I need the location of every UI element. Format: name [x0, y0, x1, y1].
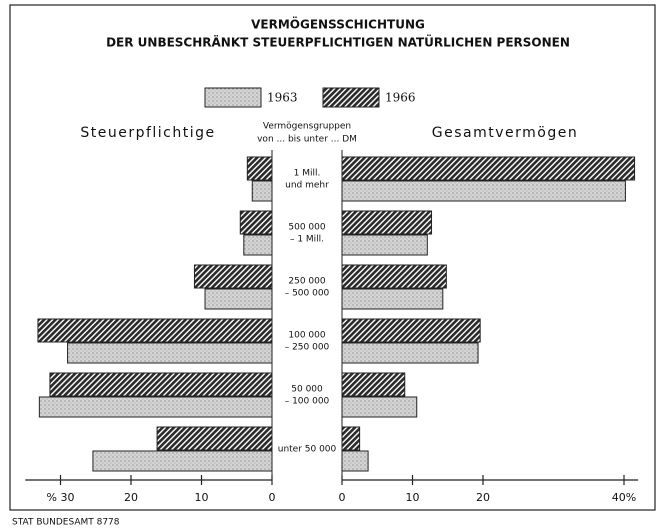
- chart-title: VERMÖGENSSCHICHTUNG: [251, 17, 425, 32]
- category-label: – 100 000: [285, 397, 330, 407]
- bar: [341, 318, 481, 343]
- frame: [9, 4, 656, 511]
- x-tick-label: 40%: [612, 491, 636, 504]
- bar: [341, 180, 626, 202]
- x-tick-label: 0: [269, 491, 276, 504]
- bar: [341, 210, 433, 235]
- bar: [341, 372, 406, 397]
- legend-label: 1963: [267, 91, 298, 105]
- bar: [49, 372, 273, 397]
- x-tick-label: 0: [339, 491, 346, 504]
- bar: [341, 156, 636, 181]
- bar: [341, 426, 361, 451]
- category-label: 250 000: [288, 277, 325, 287]
- category-label: 1 Mill.: [294, 169, 321, 179]
- legend-label: 1966: [385, 91, 416, 105]
- category-label: 100 000: [288, 331, 325, 341]
- bar: [341, 264, 447, 289]
- panel-title: Steuerpflichtige: [80, 125, 215, 141]
- category-label: unter 50 000: [278, 445, 337, 455]
- x-tick-label: 10: [406, 491, 420, 504]
- bar: [243, 234, 273, 256]
- bar: [156, 426, 273, 451]
- bar: [193, 264, 273, 289]
- category-label: 500 000: [288, 223, 325, 233]
- bar: [341, 288, 444, 310]
- category-label: 50 000: [291, 385, 323, 395]
- bar: [92, 450, 273, 472]
- panel-title: Gesamtvermögen: [432, 125, 578, 141]
- legend-swatch: [204, 87, 262, 108]
- x-tick-label: 10: [195, 491, 209, 504]
- x-tick-label: 20: [476, 491, 490, 504]
- bar: [341, 342, 479, 364]
- legend-swatch: [322, 87, 380, 108]
- category-label: und mehr: [285, 181, 329, 191]
- bar: [37, 318, 273, 343]
- bar: [38, 396, 273, 418]
- chart-subtitle: DER UNBESCHRÄNKT STEUERPFLICHTIGEN NATÜR…: [106, 35, 570, 50]
- category-label: – 1 Mill.: [290, 235, 324, 245]
- bar: [67, 342, 273, 364]
- x-tick-label: % 30: [47, 491, 75, 504]
- bar: [341, 396, 418, 418]
- bar: [246, 156, 273, 181]
- bar: [341, 450, 369, 472]
- category-label: – 250 000: [285, 343, 330, 353]
- category-label: – 500 000: [285, 289, 330, 299]
- bar: [204, 288, 273, 310]
- center-label: Vermögensgruppen: [263, 122, 351, 132]
- bar: [251, 180, 273, 202]
- center-label: von ... bis unter ... DM: [257, 135, 357, 145]
- x-tick-label: 20: [124, 491, 138, 504]
- footer: STAT BUNDESAMT 8778: [12, 518, 120, 528]
- bar: [341, 234, 428, 256]
- bar: [239, 210, 273, 235]
